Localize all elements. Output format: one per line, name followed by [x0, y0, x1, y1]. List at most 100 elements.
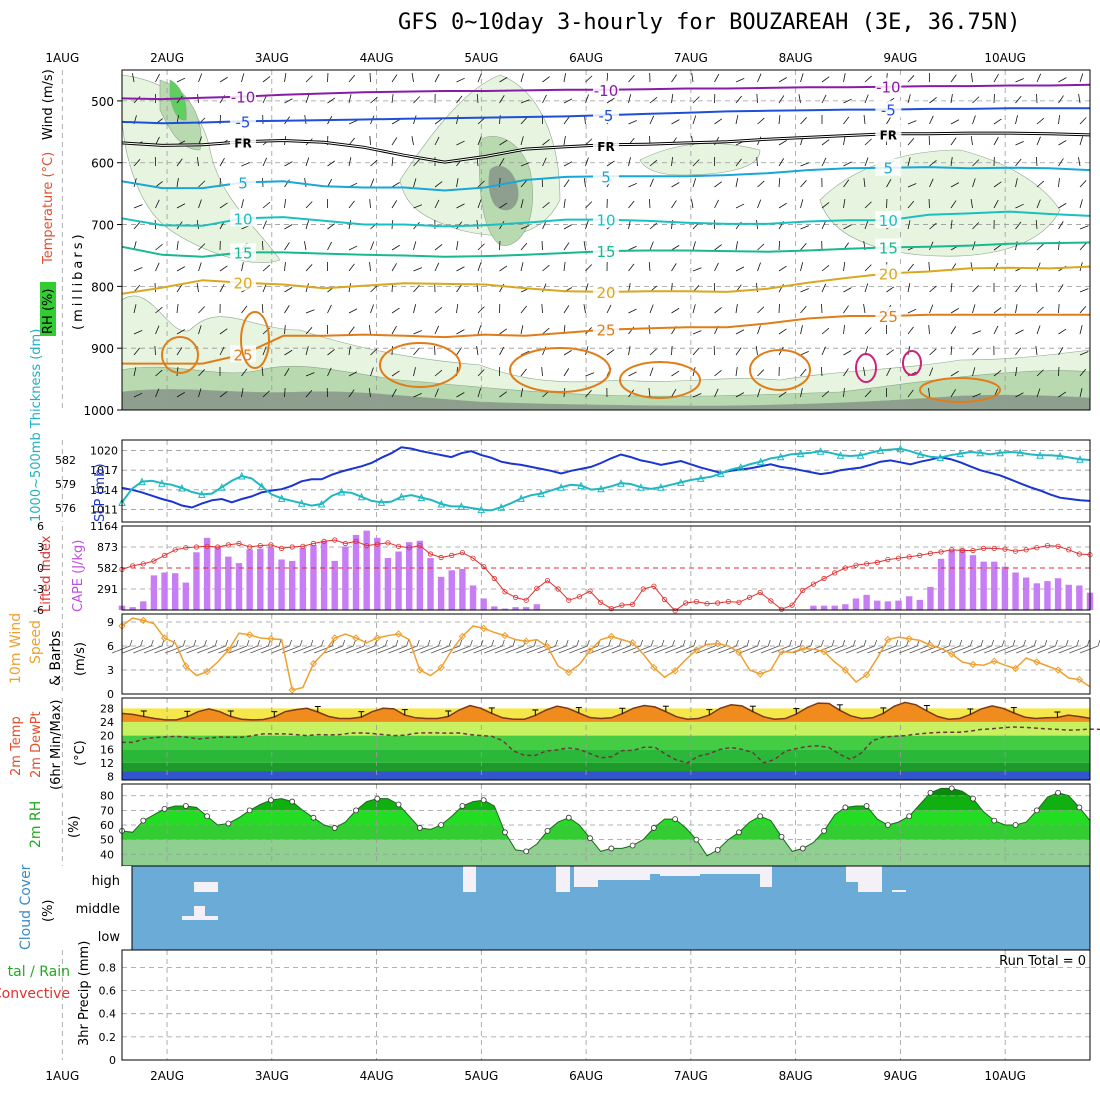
rh-marker [375, 796, 380, 801]
cape-bar [959, 549, 965, 610]
rh-marker [290, 799, 295, 804]
precip-tick: 0.2 [99, 1031, 117, 1044]
rh-label: RH (%) [41, 289, 56, 334]
temp-tick: 8 [107, 771, 114, 784]
thickness-tick: 582 [55, 454, 76, 467]
rh-marker [1056, 790, 1061, 795]
cloud-gap [760, 866, 772, 887]
cloud-label: Cloud Cover [18, 864, 34, 950]
top-date-label: 5AUG [464, 51, 498, 65]
temp-tick: 28 [100, 702, 114, 715]
cape-bar [438, 577, 444, 610]
isotherm-label: 15 [596, 243, 615, 261]
rh-marker [524, 849, 529, 854]
cape-bar [215, 546, 221, 610]
rh-marker [247, 808, 252, 813]
rh-marker [992, 818, 997, 823]
cape-bar [853, 598, 859, 610]
cape-bar [310, 545, 316, 610]
top-date-label: 2AUG [150, 51, 184, 65]
cloud-gap [660, 866, 700, 876]
temp-label-b: 2m DewPt [29, 711, 44, 778]
wind10-label-c: & Barbs [48, 631, 64, 687]
bottom-date-label: 7AUG [674, 1069, 708, 1083]
top-date-label: 10AUG [984, 51, 1026, 65]
rh2m-label: 2m RH [28, 801, 44, 848]
cape-tick: 582 [97, 562, 118, 575]
precip-tick: 0.4 [99, 1008, 117, 1021]
cape-bar [268, 547, 274, 610]
isotherm-label: 15 [233, 244, 252, 262]
cloud-gap [194, 906, 205, 916]
cloud-gap [574, 866, 598, 887]
cape-bar [810, 606, 816, 610]
slp-label: SLP (mb) [93, 463, 108, 522]
pressure-tick-label: 800 [91, 280, 114, 294]
cape-bar [417, 541, 423, 610]
cape-bar [257, 549, 263, 610]
rh-marker [673, 817, 678, 822]
cloud-gap [556, 866, 570, 892]
rh-marker [141, 818, 146, 823]
cape-bar [1066, 585, 1072, 610]
cloud-tick: middle [76, 902, 120, 917]
rh-marker [396, 802, 401, 807]
rh-marker [226, 821, 231, 826]
isotherm-label: 10 [879, 212, 898, 230]
precip-tick: 0.6 [99, 985, 117, 998]
cloud-tick: high [92, 874, 120, 889]
panel-wind10m-bg [122, 614, 1090, 694]
bottom-date-label: 5AUG [464, 1069, 498, 1083]
cloud-gap [892, 890, 906, 892]
isotherm-label: FR [234, 137, 251, 151]
cloud-gap [858, 866, 882, 892]
isotherm-label: 10 [596, 212, 615, 230]
bottom-date-label: 4AUG [360, 1069, 394, 1083]
cape-bar [321, 541, 327, 610]
rh-marker [460, 803, 465, 808]
cloud-gap [194, 882, 218, 892]
isotherm-label: 25 [879, 308, 898, 326]
bottom-date-label: 6AUG [569, 1069, 603, 1083]
isotherm-label: -10 [231, 89, 256, 107]
rh-marker [907, 814, 912, 819]
cape-bar [1034, 583, 1040, 610]
cape-bar [927, 587, 933, 610]
run-total: Run Total = 0 [999, 954, 1086, 969]
rh-marker [779, 834, 784, 839]
isotherm-label: 20 [596, 284, 615, 302]
rh-marker [736, 830, 741, 835]
top-date-label: 6AUG [569, 51, 603, 65]
cape-bar [1055, 578, 1061, 610]
temp-tick: 24 [100, 716, 114, 729]
cloud-gap [182, 916, 218, 920]
cape-bar [874, 601, 880, 610]
cape-bar [385, 558, 391, 610]
top-date-label: 7AUG [674, 51, 708, 65]
rh-marker [758, 814, 763, 819]
bottom-date-label: 9AUG [883, 1069, 917, 1083]
bottom-date-label: 8AUG [779, 1069, 813, 1083]
chart-title: GFS 0~10day 3-hourly for BOUZAREAH (3E, … [398, 10, 1021, 35]
top-date-label: 1AUG [45, 51, 79, 65]
cape-bar [183, 583, 189, 610]
cape-bar [938, 559, 944, 610]
temp-tick: 16 [100, 743, 114, 756]
rh-tick: 60 [100, 819, 114, 832]
rh-marker [311, 815, 316, 820]
cape-bar [480, 598, 486, 610]
li-tick: 6 [37, 520, 44, 533]
cape-tick: 291 [97, 583, 118, 596]
cape-bar [821, 606, 827, 610]
isotherm-label: -10 [876, 79, 901, 97]
cape-bar [172, 573, 178, 610]
cloud-gap [700, 866, 760, 874]
rh-marker [566, 815, 571, 820]
cape-bar [151, 575, 157, 610]
slp-tick: 1020 [90, 445, 118, 458]
